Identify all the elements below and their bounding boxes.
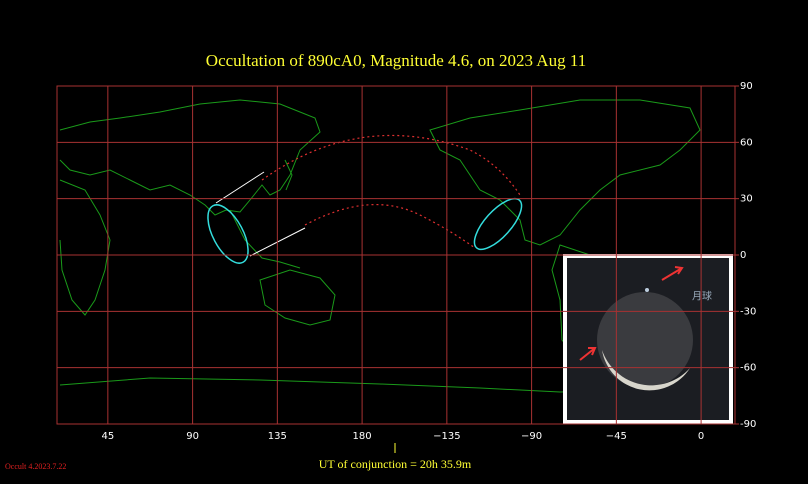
x-tick-label: −90	[521, 431, 542, 442]
x-tick-label: −135	[433, 431, 460, 442]
coast-australia	[259, 269, 336, 326]
x-tick-label: 180	[353, 431, 372, 442]
arrow	[579, 347, 597, 361]
coastlines	[59, 99, 731, 393]
moon-crescent	[602, 350, 690, 391]
coast-eurasia	[59, 99, 321, 216]
arrow	[661, 266, 684, 281]
y-tick-label: 0	[740, 250, 746, 261]
inset-photo: 月球	[563, 254, 733, 424]
inset-label: 月球	[692, 289, 712, 302]
coast-africa	[59, 179, 111, 316]
map-frame	[56, 85, 736, 425]
coast-north-america	[429, 99, 701, 246]
y-tick-label: -30	[740, 306, 756, 317]
y-tick-label: 30	[740, 194, 753, 205]
version: Occult 4.2023.7.22	[5, 462, 66, 471]
x-tick-label: 0	[698, 431, 704, 442]
path-line	[215, 171, 265, 204]
chart-title: Occultation of 890cA0, Magnitude 4.6, on…	[206, 51, 586, 70]
x-tick-label: 90	[186, 431, 199, 442]
coast-antarctica	[59, 377, 731, 393]
path-limit-south	[304, 203, 476, 249]
y-tick-label: 60	[740, 137, 753, 148]
y-tick-label: -60	[740, 363, 756, 374]
y-tick-label: 90	[740, 81, 753, 92]
x-tick-label: −45	[606, 431, 627, 442]
visibility-ellipse	[473, 197, 523, 251]
x-tick-label: 135	[268, 431, 287, 442]
annotation: UT of conjunction = 20h 35.9m	[319, 457, 472, 471]
moon	[597, 292, 693, 388]
star	[645, 288, 649, 292]
y-tick-label: -90	[740, 419, 756, 430]
x-tick-label: 45	[101, 431, 114, 442]
visibility-ellipse	[207, 204, 249, 264]
coast-islands	[229, 159, 301, 269]
